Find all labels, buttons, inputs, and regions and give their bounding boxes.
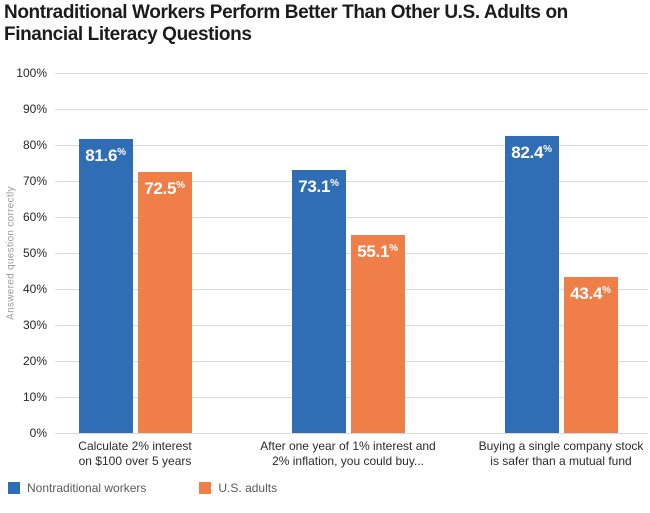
legend-swatch	[8, 482, 20, 494]
gridline	[55, 144, 648, 146]
y-tick-label: 50%	[22, 246, 47, 260]
x-category-label: Calculate 2% interest on $100 over 5 yea…	[78, 439, 192, 468]
legend-item: U.S. adults	[199, 481, 277, 495]
y-tick-label: 80%	[22, 138, 47, 152]
bar-nontraditional-workers: 82.4%	[504, 136, 559, 433]
legend-label: Nontraditional workers	[27, 481, 147, 495]
bar-nontraditional-workers: 81.6%	[78, 139, 133, 433]
gridline	[55, 180, 648, 182]
bar-value-label: 82.4%	[511, 143, 552, 163]
bar-value-label: 43.4%	[570, 283, 611, 303]
bar-value-label: 81.6%	[85, 146, 126, 166]
y-tick-label: 70%	[22, 174, 47, 188]
y-tick-label: 100%	[16, 66, 47, 80]
y-tick-label: 90%	[22, 102, 47, 116]
bar-nontraditional-workers: 73.1%	[291, 169, 346, 433]
plot-area: 0% 10% 20% 30% 40% 50% 60% 70% 80% 90% 100% 81.6% 73…	[16, 66, 648, 440]
gridline	[55, 432, 648, 434]
x-category-label: After one year of 1% interest and 2% inf…	[260, 439, 436, 468]
bar-u-s-adults: 43.4%	[563, 276, 618, 433]
y-tick-label: 0%	[29, 426, 47, 440]
chart-title: Nontraditional Workers Perform Better Th…	[4, 2, 568, 45]
gridline	[55, 108, 648, 110]
y-tick-label: 10%	[22, 390, 47, 404]
bar-value-label: 55.1%	[357, 241, 398, 261]
gridline	[55, 216, 648, 218]
gridline	[55, 72, 648, 74]
legend: Nontraditional workers U.S. adults	[8, 481, 330, 495]
y-tick-label: 40%	[22, 282, 47, 296]
legend-label: U.S. adults	[218, 481, 278, 495]
bar-value-label: 72.5%	[144, 179, 185, 198]
x-category-label: Buying a single company stock is safer t…	[478, 439, 644, 468]
bar-value-label: 73.1%	[298, 176, 339, 196]
bar-u-s-adults: 72.5%	[137, 172, 192, 433]
y-tick-label: 20%	[22, 354, 47, 368]
bar-u-s-adults: 55.1%	[350, 234, 405, 433]
y-tick-label: 60%	[22, 210, 47, 224]
legend-item: Nontraditional workers	[8, 481, 146, 495]
legend-swatch	[199, 482, 212, 494]
y-tick-label: 30%	[22, 318, 47, 332]
